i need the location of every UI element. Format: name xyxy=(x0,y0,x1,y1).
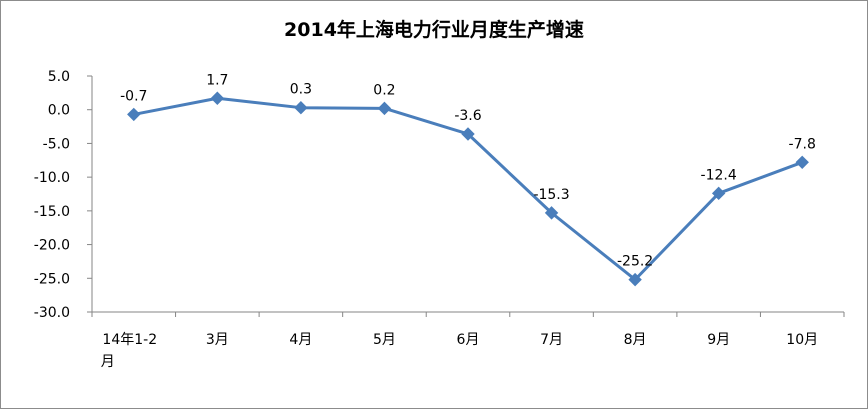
data-label: 0.3 xyxy=(290,82,312,98)
data-point-marker xyxy=(294,100,308,115)
data-point-marker xyxy=(377,101,392,116)
chart-axes xyxy=(87,75,845,317)
data-labels: -0.7 1.7 0.3 0.2 -3.6 -15.3 -25.2 -12.4 -7.8 xyxy=(120,72,816,269)
x-category-label: 6月 xyxy=(457,332,480,348)
data-label: -3.6 xyxy=(454,108,481,124)
x-category-label: 7月 xyxy=(540,332,563,348)
y-tick-label: -30.0 xyxy=(34,305,70,321)
x-category-label: 4月 xyxy=(289,332,312,348)
chart-title: 2014年上海电力行业月度生产增速 xyxy=(284,19,584,41)
data-point-marker xyxy=(127,107,141,122)
data-point-marker xyxy=(210,91,225,105)
x-category-label: 10月 xyxy=(786,332,818,348)
data-label: -15.3 xyxy=(533,187,569,203)
y-tick-label: -15.0 xyxy=(34,204,70,220)
x-category-label: 8月 xyxy=(624,332,647,348)
y-tick-label: 5.0 xyxy=(48,69,70,85)
x-axis-category-labels: 14年1-2 月 3月 4月 5月 6月 7月 8月 9月 10月 xyxy=(101,332,818,370)
data-label: -0.7 xyxy=(120,88,147,104)
series-line xyxy=(133,96,803,282)
y-tick-label: -20.0 xyxy=(34,238,70,254)
data-point-marker xyxy=(795,155,809,170)
y-tick-label: -10.0 xyxy=(34,170,70,186)
data-point-marker xyxy=(711,186,726,201)
data-label: -25.2 xyxy=(617,254,653,270)
y-tick-label: 0.0 xyxy=(48,103,70,119)
data-point-marker xyxy=(628,272,642,287)
data-label: 1.7 xyxy=(206,72,228,88)
x-category-label: 5月 xyxy=(373,332,396,348)
y-axis-tick-labels: 5.0 0.0 -5.0 -10.0 -15.0 -20.0 -25.0 -30.0 xyxy=(34,69,70,321)
x-category-label: 3月 xyxy=(206,332,229,348)
series-line-group xyxy=(133,96,803,282)
x-category-label: 14年1-2 月 xyxy=(101,332,157,370)
data-point-marker xyxy=(461,127,475,141)
y-tick-label: -25.0 xyxy=(34,271,70,287)
y-tick-label: -5.0 xyxy=(43,136,70,152)
data-label: -12.4 xyxy=(701,167,737,183)
x-category-label: 9月 xyxy=(707,332,730,348)
data-markers xyxy=(127,91,809,287)
data-label: 0.2 xyxy=(373,82,395,98)
data-point-marker xyxy=(544,206,559,220)
data-label: -7.8 xyxy=(789,136,816,152)
